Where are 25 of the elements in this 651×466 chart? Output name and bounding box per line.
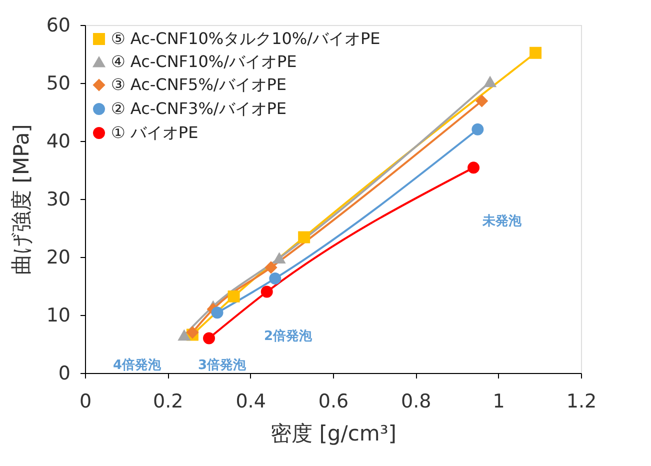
x-tick-label: 0 [79,390,92,412]
legend-label: ④ Ac-CNF10%/バイオPE [111,52,297,71]
y-tick-label: 10 [46,304,70,326]
y-tick-label: 20 [46,246,70,268]
x-tick-label: 1.2 [566,390,597,412]
y-tick-label: 0 [58,362,70,384]
y-tick-label: 30 [46,188,70,210]
x-tick-label: 0.6 [318,390,349,412]
legend-label: ⑤ Ac-CNF10%タルク10%/バイオPE [111,29,380,48]
x-tick-label: 1 [492,390,505,412]
x-tick-label: 0.8 [401,390,432,412]
legend-label: ① バイオPE [111,123,198,142]
x-tick-label: 0.4 [236,390,266,412]
x-axis-title: 密度 [g/cm³] [270,422,396,446]
annotation: 2倍発泡 [264,328,314,344]
annotation: 未発泡 [482,214,522,229]
x-tick-label: 0.2 [153,390,184,412]
legend-label: ③ Ac-CNF5%/バイオPE [111,75,287,94]
legend-label: ② Ac-CNF3%/バイオPE [111,99,287,118]
annotation: 3倍発泡 [198,357,248,373]
y-tick-label: 50 [46,72,70,94]
annotation: 4倍発泡 [112,357,162,373]
y-axis-title: 曲げ強度 [MPa] [9,124,34,275]
y-tick-label: 60 [46,14,70,36]
y-tick-label: 40 [46,130,70,152]
